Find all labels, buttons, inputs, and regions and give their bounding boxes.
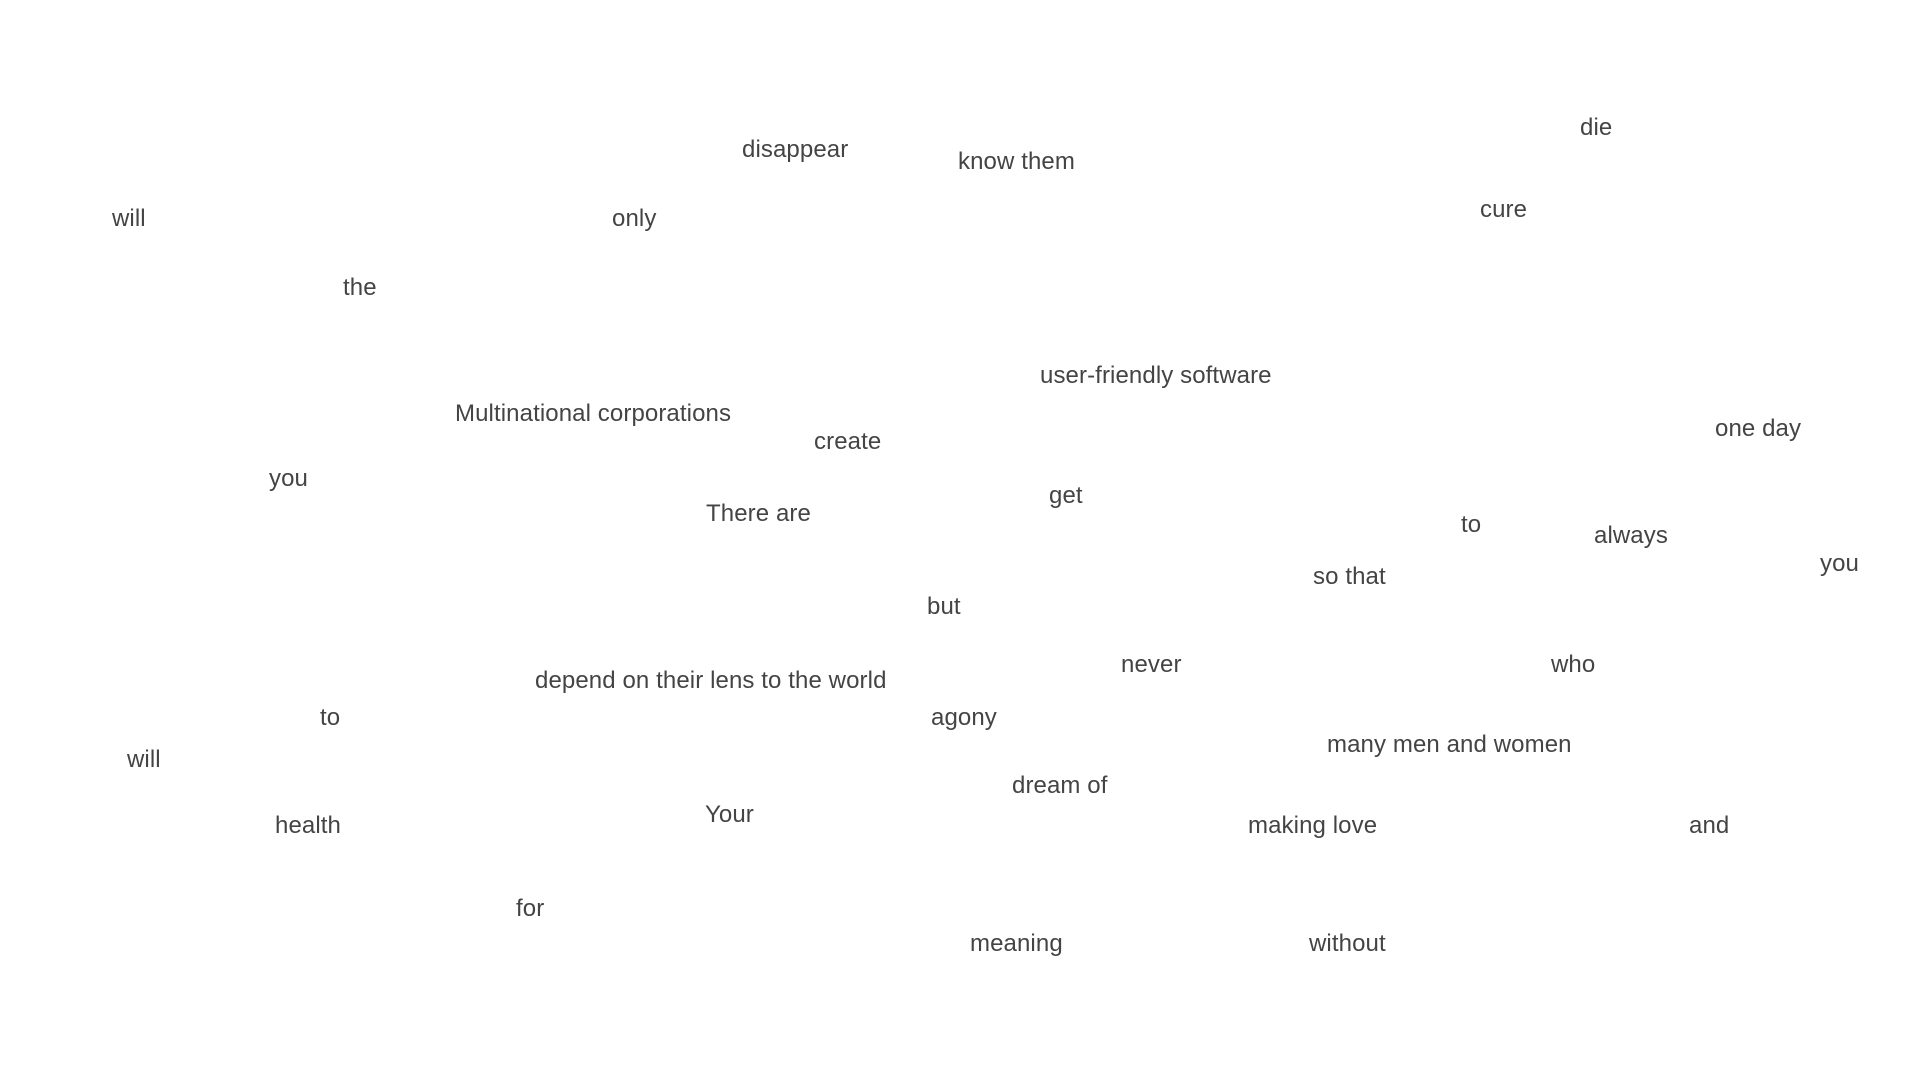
word-you-left[interactable]: you (269, 465, 308, 492)
word-there-are[interactable]: There are (706, 500, 811, 527)
word-disappear[interactable]: disappear (742, 136, 849, 163)
word-create[interactable]: create (814, 428, 882, 455)
word-so-that[interactable]: so that (1313, 563, 1386, 590)
word-health[interactable]: health (275, 812, 341, 839)
word-dream-of[interactable]: dream of (1012, 772, 1108, 799)
word-you-right[interactable]: you (1820, 550, 1859, 577)
word-your[interactable]: Your (705, 801, 754, 828)
word-who[interactable]: who (1551, 651, 1596, 678)
word-depend-on-their-lens[interactable]: depend on their lens to the world (535, 667, 887, 694)
word-and[interactable]: and (1689, 812, 1730, 839)
word-multinational-corporations[interactable]: Multinational corporations (455, 400, 732, 427)
word-cure[interactable]: cure (1480, 196, 1528, 223)
word-the[interactable]: the (343, 274, 377, 301)
word-to-right[interactable]: to (1461, 511, 1482, 538)
word-making-love[interactable]: making love (1248, 812, 1378, 839)
word-user-friendly-software[interactable]: user-friendly software (1040, 362, 1272, 389)
word-meaning[interactable]: meaning (970, 930, 1063, 957)
word-for[interactable]: for (516, 895, 545, 922)
word-never[interactable]: never (1121, 651, 1182, 678)
word-will-top[interactable]: will (112, 205, 146, 232)
word-many-men-and-women[interactable]: many men and women (1327, 731, 1572, 758)
word-always[interactable]: always (1594, 522, 1668, 549)
word-die[interactable]: die (1580, 114, 1613, 141)
word-know-them[interactable]: know them (958, 148, 1075, 175)
word-get[interactable]: get (1049, 482, 1083, 509)
word-will-bottom[interactable]: will (127, 746, 161, 773)
word-one-day[interactable]: one day (1715, 415, 1802, 442)
word-agony[interactable]: agony (931, 704, 997, 731)
word-only[interactable]: only (612, 205, 657, 232)
word-but[interactable]: but (927, 593, 961, 620)
word-without[interactable]: without (1309, 930, 1386, 957)
word-to-left[interactable]: to (320, 704, 341, 731)
